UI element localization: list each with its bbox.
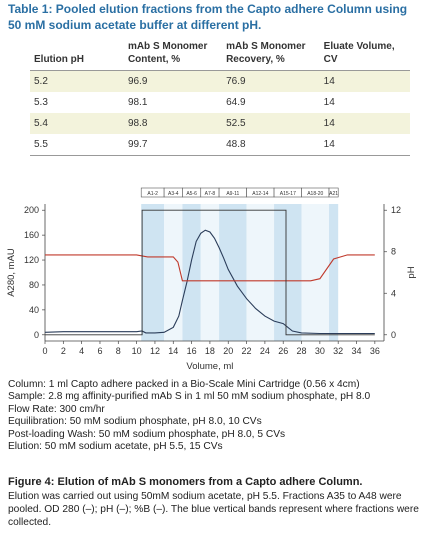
table-cell: 64.9 bbox=[226, 97, 246, 108]
table-row: 5.4 98.8 52.5 14 bbox=[30, 113, 410, 134]
x-tick-label: 24 bbox=[260, 346, 270, 356]
table-cell: 5.5 bbox=[30, 134, 124, 156]
fraction-band bbox=[219, 204, 247, 341]
x-tick-label: 30 bbox=[315, 346, 325, 356]
x-tick-label: 12 bbox=[150, 346, 160, 356]
fraction-label: A1-2 bbox=[147, 191, 158, 197]
table-cell: 5.4 bbox=[30, 113, 124, 134]
table-row: 5.5 99.7 48.8 14 bbox=[30, 134, 410, 156]
y-tick-label-left: 80 bbox=[29, 280, 39, 290]
table-row: 5.2 96.9 76.9 14 bbox=[30, 70, 410, 92]
table-cell: 14 bbox=[319, 70, 410, 92]
fraction-band bbox=[164, 204, 183, 341]
figure-title: Figure 4: Elution of mAb S monomers from… bbox=[8, 476, 363, 488]
caption-line: Equilibration: 50 mM sodium phosphate, p… bbox=[8, 416, 262, 428]
header-eluate-volume: Eluate Volume, CV bbox=[319, 40, 410, 71]
header-monomer-recovery: mAb S Monomer Recovery, % bbox=[222, 40, 320, 71]
table-title: Table 1: Pooled elution fractions from t… bbox=[8, 2, 408, 32]
y-tick-label-left: 200 bbox=[24, 205, 39, 215]
y-tick-label-left: 0 bbox=[34, 330, 39, 340]
x-tick-label: 28 bbox=[297, 346, 307, 356]
table-cell: 14 bbox=[319, 113, 410, 134]
fraction-label: A7-8 bbox=[205, 191, 216, 197]
caption-line: Sample: 2.8 mg affinity-purified mAb S i… bbox=[8, 391, 371, 403]
fraction-label-box bbox=[328, 187, 339, 198]
table-cell: 14 bbox=[323, 97, 335, 108]
fraction-band bbox=[182, 204, 201, 341]
method-captions: Column: 1 ml Capto adhere packed in a Bi… bbox=[8, 379, 420, 453]
caption-line: Column: 1 ml Capto adhere packed in a Bi… bbox=[8, 379, 360, 390]
fraction-label: A5-6 bbox=[186, 191, 197, 197]
x-tick-label: 34 bbox=[352, 346, 362, 356]
x-tick-label: 32 bbox=[333, 346, 343, 356]
fraction-label: A18-20 bbox=[307, 191, 323, 197]
table-cell: 5.3 bbox=[34, 97, 48, 108]
header-monomer-content: mAb S Monomer Content, % bbox=[123, 40, 223, 71]
x-tick-label: 0 bbox=[42, 346, 47, 356]
x-tick-label: 36 bbox=[370, 346, 380, 356]
table-cell: 76.9 bbox=[222, 70, 320, 92]
fraction-label: A21 bbox=[329, 191, 338, 197]
results-table: Elution pH mAb S Monomer Content, % mAb … bbox=[30, 40, 410, 156]
y-tick-label-left: 160 bbox=[24, 230, 39, 240]
x-axis-label: Volume, ml bbox=[186, 361, 233, 372]
table-cell: 96.9 bbox=[123, 70, 223, 92]
table-cell: 98.8 bbox=[123, 113, 223, 134]
figure-caption: Elution was carried out using 50mM sodiu… bbox=[8, 491, 419, 528]
fraction-band bbox=[329, 204, 339, 341]
x-tick-label: 4 bbox=[79, 346, 84, 356]
x-tick-label: 20 bbox=[223, 346, 233, 356]
y-tick-label-left: 120 bbox=[24, 255, 39, 265]
fraction-band bbox=[200, 204, 220, 341]
y-axis-label-right: pH bbox=[406, 266, 417, 278]
x-tick-label: 10 bbox=[132, 346, 142, 356]
table-cell: 98.1 bbox=[127, 97, 148, 108]
caption-line: Elution: 50 mM sodium acetate, pH 5.5, 1… bbox=[8, 441, 223, 453]
table-cell: 52.5 bbox=[222, 113, 320, 134]
fraction-label: A12-14 bbox=[252, 191, 268, 197]
table-cell: 48.8 bbox=[222, 134, 320, 156]
table-header-row: Elution pH mAb S Monomer Content, % mAb … bbox=[30, 40, 410, 71]
y-tick-label-right: 8 bbox=[391, 247, 396, 257]
x-tick-label: 8 bbox=[116, 346, 121, 356]
caption-line: Post-loading Wash: 50 mM sodium phosphat… bbox=[8, 428, 286, 440]
fraction-band bbox=[246, 204, 275, 341]
fraction-band bbox=[301, 204, 330, 341]
x-tick-label: 26 bbox=[278, 346, 288, 356]
table-row: 5.3 98.1 64.9 14 bbox=[30, 92, 410, 113]
table-cell: 5.2 bbox=[30, 70, 124, 92]
fraction-band bbox=[141, 204, 165, 341]
fraction-band bbox=[274, 204, 302, 341]
x-tick-label: 18 bbox=[205, 346, 215, 356]
fraction-label: A15-17 bbox=[280, 191, 296, 197]
table-cell: 14 bbox=[319, 134, 410, 156]
header-elution-ph: Elution pH bbox=[30, 40, 124, 71]
table-cell: 99.7 bbox=[123, 134, 223, 156]
x-tick-label: 22 bbox=[242, 346, 252, 356]
x-tick-label: 2 bbox=[61, 346, 66, 356]
percent-b-trace bbox=[45, 209, 375, 336]
x-tick-label: 16 bbox=[187, 346, 197, 356]
x-tick-label: 6 bbox=[97, 346, 102, 356]
y-tick-label-right: 0 bbox=[391, 330, 396, 340]
fraction-label: A3-4 bbox=[168, 191, 179, 197]
fraction-label: A9-11 bbox=[226, 191, 239, 197]
y-tick-label-right: 12 bbox=[391, 205, 401, 215]
x-tick-label: 14 bbox=[168, 346, 178, 356]
y-tick-label-left: 40 bbox=[29, 305, 39, 315]
y-tick-label-right: 4 bbox=[391, 288, 396, 298]
caption-line: Flow Rate: 300 cm/hr bbox=[8, 403, 105, 415]
y-axis-label-left: A280, mAU bbox=[6, 248, 17, 297]
chromatogram-chart: A1-2 A3-4 A5-6 A7-8 A9-11 A12-14 A15-17 A18-20 A… bbox=[6, 187, 417, 372]
ph-trace bbox=[45, 254, 375, 282]
